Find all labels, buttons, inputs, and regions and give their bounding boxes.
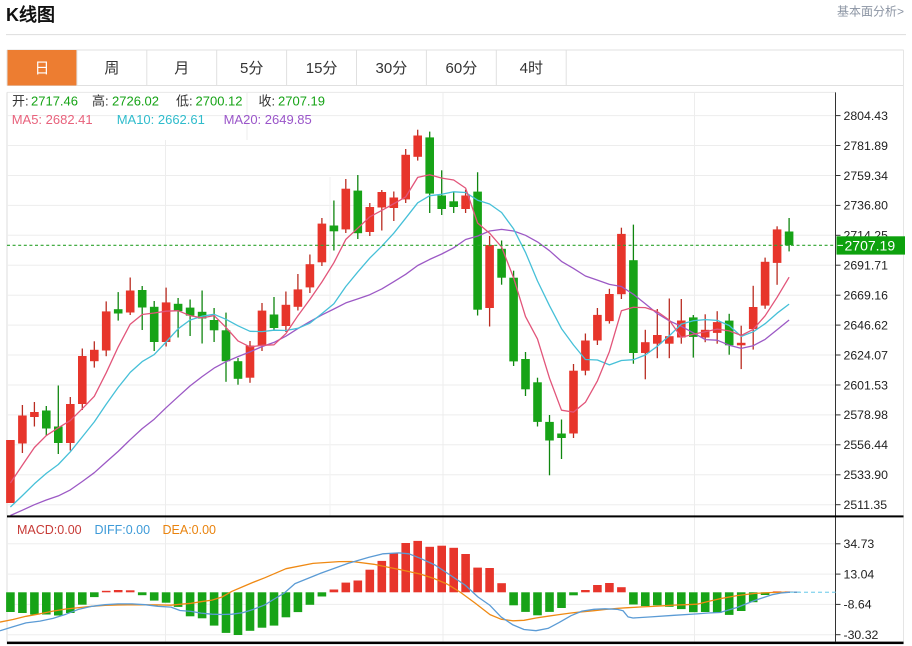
svg-text:2691.71: 2691.71: [844, 259, 889, 273]
svg-text:高:: 高:: [92, 94, 109, 109]
svg-text:日: 日: [34, 60, 49, 77]
svg-text:MA20: 2649.85: MA20: 2649.85: [224, 112, 312, 127]
svg-text:5分: 5分: [240, 60, 263, 77]
svg-text:13.04: 13.04: [844, 567, 875, 581]
svg-text:2726.02: 2726.02: [112, 94, 159, 109]
svg-text:2759.34: 2759.34: [844, 169, 889, 183]
svg-text:2646.62: 2646.62: [844, 318, 889, 332]
svg-text:2533.90: 2533.90: [844, 468, 889, 482]
svg-text:30分: 30分: [376, 60, 408, 77]
svg-text:周: 周: [104, 60, 119, 77]
svg-text:DIFF:0.00: DIFF:0.00: [95, 523, 151, 537]
svg-text:DEA:0.00: DEA:0.00: [163, 523, 217, 537]
svg-text:2578.98: 2578.98: [844, 408, 889, 422]
svg-text:2707.19: 2707.19: [845, 238, 896, 254]
svg-text:2707.19: 2707.19: [278, 94, 325, 109]
svg-text:收:: 收:: [259, 94, 276, 109]
svg-text:2700.12: 2700.12: [196, 94, 243, 109]
svg-text:MA10: 2662.61: MA10: 2662.61: [117, 112, 205, 127]
svg-text:基本面分析>: 基本面分析>: [837, 5, 904, 19]
svg-text:2669.16: 2669.16: [844, 289, 889, 303]
svg-text:34.73: 34.73: [844, 537, 875, 551]
svg-text:2511.35: 2511.35: [844, 498, 888, 512]
svg-text:2736.80: 2736.80: [844, 199, 889, 213]
svg-text:2717.46: 2717.46: [31, 94, 78, 109]
svg-text:2624.07: 2624.07: [844, 348, 889, 362]
svg-text:15分: 15分: [306, 60, 338, 77]
svg-text:MACD:0.00: MACD:0.00: [17, 523, 82, 537]
svg-text:-30.32: -30.32: [844, 628, 879, 642]
svg-text:4时: 4时: [520, 60, 543, 77]
svg-text:开:: 开:: [12, 94, 29, 109]
svg-text:60分: 60分: [446, 60, 478, 77]
svg-text:2556.44: 2556.44: [844, 438, 889, 452]
svg-text:2804.43: 2804.43: [844, 109, 889, 123]
svg-text:K线图: K线图: [6, 4, 55, 25]
svg-text:低:: 低:: [176, 94, 193, 109]
svg-text:-8.64: -8.64: [844, 598, 872, 612]
svg-text:月: 月: [174, 60, 189, 77]
svg-text:2601.53: 2601.53: [844, 378, 889, 392]
svg-text:MA5: 2682.41: MA5: 2682.41: [12, 112, 93, 127]
svg-text:2781.89: 2781.89: [844, 139, 889, 153]
